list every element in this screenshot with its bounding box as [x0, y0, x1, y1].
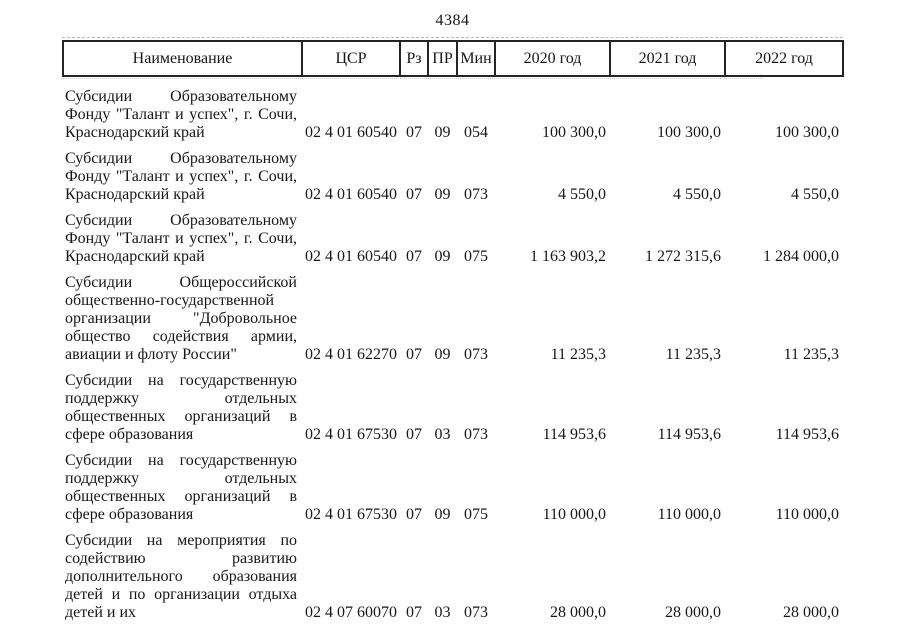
row-name-cell: Субсидии на государственную поддержку от…: [65, 372, 297, 443]
row-value-2022-cell: 110 000,0: [775, 506, 839, 523]
table-body: Субсидии Образовательному Фонду "Талант …: [63, 76, 843, 622]
row-min-cell: 073: [464, 426, 488, 443]
row-value-2020-cell: 11 235,3: [550, 346, 606, 363]
table-row: Субсидии на государственную поддержку от…: [63, 444, 843, 524]
row-value-2020-cell: 114 953,6: [542, 426, 606, 443]
scan-artifact-line: [62, 37, 843, 38]
row-value-2021-cell: 11 235,3: [665, 346, 721, 363]
budget-table: Наименование ЦСР Рз ПР Мин 2020 год 2021…: [62, 40, 844, 622]
row-value-2022-cell: 1 284 000,0: [763, 248, 839, 265]
row-min-cell: 073: [464, 346, 488, 363]
header-2021: 2021 год: [609, 40, 726, 77]
table-row: Субсидии на государственную поддержку от…: [63, 364, 843, 444]
row-value-2021-cell: 28 000,0: [665, 604, 721, 621]
row-value-2021-cell: 1 272 315,6: [645, 248, 721, 265]
row-value-2020-cell: 1 163 903,2: [530, 248, 606, 265]
row-csr-cell: 02 4 07 60070: [305, 604, 397, 621]
row-pr-cell: 09: [434, 186, 451, 203]
header-rz: Рз: [399, 40, 429, 77]
row-value-2022-cell: 100 300,0: [775, 124, 839, 141]
row-name-cell: Субсидии Образовательному Фонду "Талант …: [65, 88, 297, 141]
row-value-2020-cell: 100 300,0: [542, 124, 606, 141]
row-csr-cell: 02 4 01 67530: [305, 426, 397, 443]
row-name-cell: Субсидии Общероссийской общественно‑госу…: [65, 274, 297, 363]
row-name-cell: Субсидии Образовательному Фонду "Талант …: [65, 150, 297, 203]
row-min-cell: 073: [464, 604, 488, 621]
row-rz-cell: 07: [406, 506, 422, 523]
row-rz-cell: 07: [406, 604, 422, 621]
page-number: 4384: [435, 12, 470, 29]
row-csr-cell: 02 4 01 60540: [305, 186, 397, 203]
header-csr: ЦСР: [301, 40, 401, 77]
header-2022: 2022 год: [724, 40, 844, 77]
row-rz-cell: 07: [406, 426, 422, 443]
row-csr-cell: 02 4 01 60540: [305, 124, 397, 141]
row-min-cell: 054: [464, 124, 488, 141]
table-header-row: Наименование ЦСР Рз ПР Мин 2020 год 2021…: [62, 40, 844, 77]
row-name-cell: Субсидии Образовательному Фонду "Талант …: [65, 212, 297, 265]
row-rz-cell: 07: [406, 346, 422, 363]
header-name: Наименование: [62, 40, 303, 77]
table-row: Субсидии Образовательному Фонду "Талант …: [63, 76, 843, 142]
row-value-2022-cell: 4 550,0: [791, 186, 839, 203]
header-2020: 2020 год: [494, 40, 611, 77]
row-pr-cell: 09: [434, 346, 451, 363]
row-name-cell: Субсидии на государственную поддержку от…: [65, 452, 297, 523]
table-row: Субсидии Образовательному Фонду "Талант …: [63, 142, 843, 204]
row-csr-cell: 02 4 01 60540: [305, 248, 397, 265]
table-row: Субсидии на мероприятия по содействию ра…: [63, 524, 843, 622]
row-csr-cell: 02 4 01 62270: [305, 346, 397, 363]
row-csr-cell: 02 4 01 67530: [305, 506, 397, 523]
table-row: Субсидии Образовательному Фонду "Талант …: [63, 204, 843, 266]
row-min-cell: 073: [464, 186, 488, 203]
row-value-2021-cell: 4 550,0: [673, 186, 721, 203]
row-value-2020-cell: 4 550,0: [558, 186, 606, 203]
table-row: Субсидии Общероссийской общественно‑госу…: [63, 266, 843, 364]
row-pr-cell: 09: [434, 506, 451, 523]
row-value-2022-cell: 28 000,0: [783, 604, 839, 621]
row-value-2021-cell: 100 300,0: [657, 124, 721, 141]
row-name-cell: Субсидии на мероприятия по содействию ра…: [65, 532, 297, 621]
row-pr-cell: 03: [434, 426, 451, 443]
row-value-2021-cell: 110 000,0: [657, 506, 721, 523]
row-pr-cell: 09: [434, 124, 451, 141]
row-value-2022-cell: 114 953,6: [775, 426, 839, 443]
row-value-2020-cell: 28 000,0: [550, 604, 606, 621]
scan-artifact-line: [63, 78, 763, 79]
header-pr: ПР: [427, 40, 458, 77]
row-pr-cell: 09: [434, 248, 451, 265]
header-min: Мин: [456, 40, 496, 77]
row-pr-cell: 03: [434, 604, 451, 621]
row-value-2020-cell: 110 000,0: [542, 506, 606, 523]
row-value-2021-cell: 114 953,6: [657, 426, 721, 443]
row-rz-cell: 07: [406, 248, 422, 265]
row-min-cell: 075: [464, 506, 488, 523]
row-rz-cell: 07: [406, 186, 422, 203]
row-value-2022-cell: 11 235,3: [783, 346, 839, 363]
row-min-cell: 075: [464, 248, 488, 265]
row-rz-cell: 07: [406, 124, 422, 141]
